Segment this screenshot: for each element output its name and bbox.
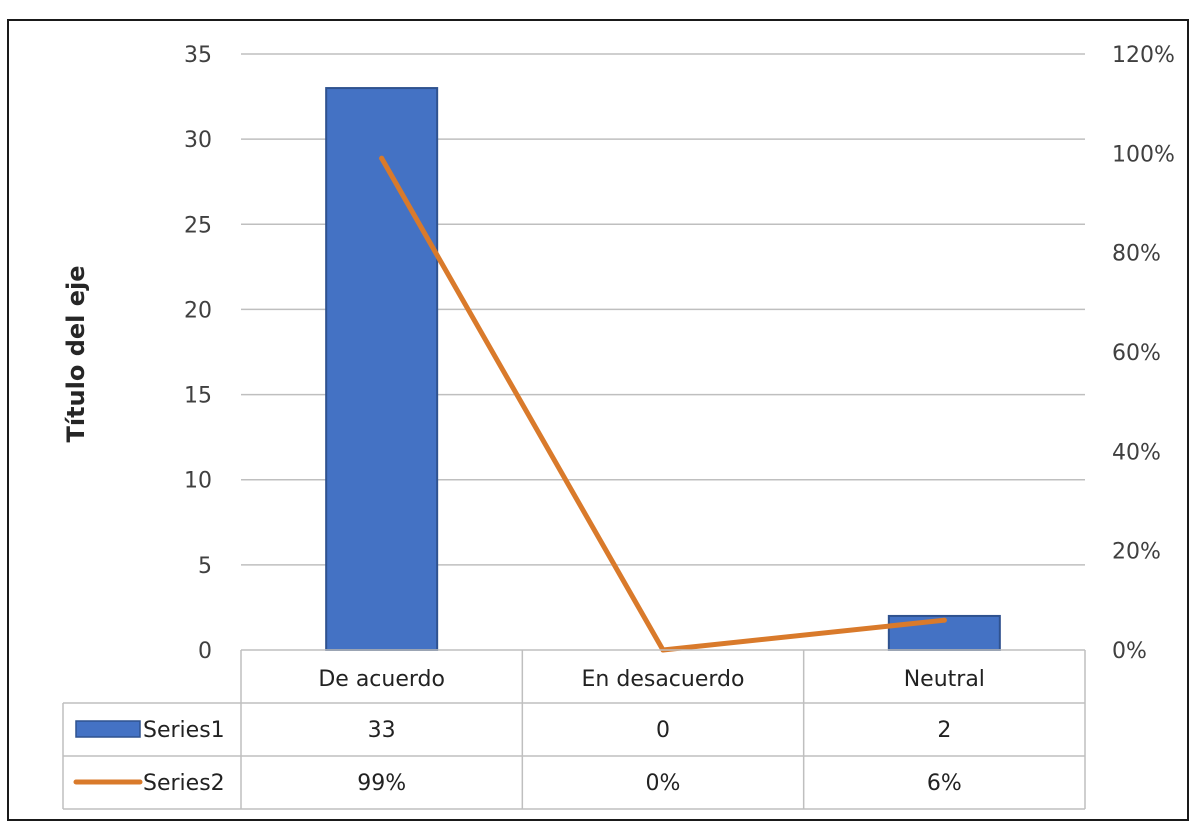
left-axis-ticks: 0 5 10 15 20 25 30 35 <box>184 43 212 664</box>
data-table: De acuerdo En desacuerdo Neutral Series1 33 0… <box>62 649 1086 810</box>
legend-key-series1 <box>75 720 141 738</box>
series2-point <box>941 617 947 623</box>
series2-point <box>379 155 385 161</box>
category-label: Neutral <box>904 667 985 692</box>
left-tick-label: 35 <box>184 43 212 68</box>
left-tick-label: 5 <box>198 554 212 579</box>
left-tick-label: 15 <box>184 384 212 409</box>
legend-label: Series1 <box>143 718 225 743</box>
table-cell-value: 2 <box>937 718 951 743</box>
left-tick-label: 10 <box>184 469 212 494</box>
left-tick-label: 30 <box>184 128 212 153</box>
left-tick-label: 0 <box>198 639 212 664</box>
right-tick-label: 120% <box>1112 43 1175 68</box>
right-tick-label: 80% <box>1112 242 1161 267</box>
legend-label: Series2 <box>143 771 225 796</box>
left-tick-label: 20 <box>184 298 212 323</box>
table-cell-value: 0% <box>646 771 681 796</box>
bar-de-acuerdo <box>325 87 439 652</box>
right-tick-label: 40% <box>1112 440 1161 465</box>
right-tick-label: 0% <box>1112 639 1147 664</box>
chart-border <box>7 19 1189 821</box>
category-label: De acuerdo <box>318 667 445 692</box>
table-cell-value: 99% <box>357 771 406 796</box>
table-cell-value: 0 <box>656 718 670 743</box>
right-tick-label: 100% <box>1112 142 1175 167</box>
bar-layer <box>325 87 1001 652</box>
category-label: En desacuerdo <box>582 667 745 692</box>
right-tick-label: 60% <box>1112 341 1161 366</box>
table-cell-value: 6% <box>927 771 962 796</box>
right-axis-ticks: 0% 20% 40% 60% 80% 100% 120% <box>1112 43 1175 664</box>
table-cell-value: 33 <box>368 718 396 743</box>
right-tick-label: 20% <box>1112 540 1161 565</box>
y-axis-title: Título del eje <box>62 265 90 442</box>
left-tick-label: 25 <box>184 213 212 238</box>
